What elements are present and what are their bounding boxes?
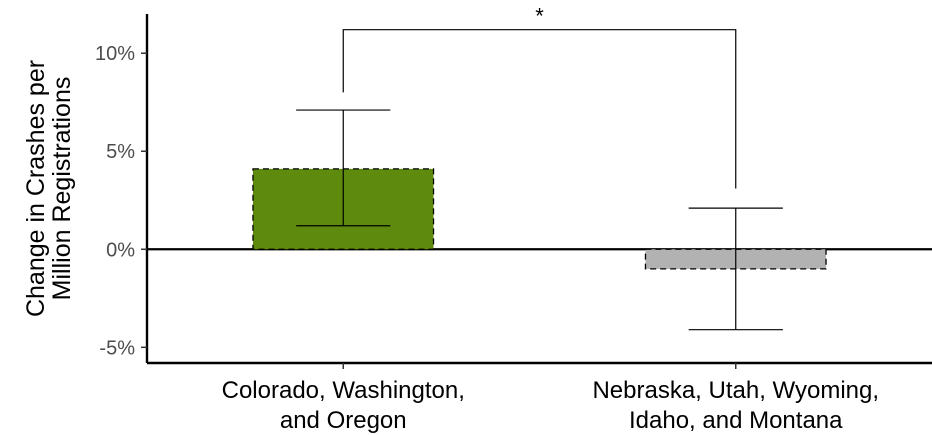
labels: -5% 0% 5% 10% Colorado, Washington, and Orego…	[22, 43, 879, 434]
significance-line	[342, 29, 737, 189]
y-tick-label: 10%	[95, 43, 135, 65]
x-tick-label: Nebraska, Utah, Wyoming, Idaho, and Monta…	[592, 377, 879, 434]
significance-label: *	[535, 4, 544, 29]
bars	[252, 168, 827, 270]
y-axis-title: Change in Crashes perMillion Registratio…	[22, 60, 76, 317]
y-tick-label: 5%	[106, 141, 135, 163]
significance-bracket: *	[342, 4, 737, 189]
y-tick-label: 0%	[106, 239, 135, 261]
error-bars	[296, 109, 783, 331]
x-tick-label: Colorado, Washington, and Oregon	[222, 377, 465, 434]
y-tick-label: -5%	[99, 337, 135, 359]
